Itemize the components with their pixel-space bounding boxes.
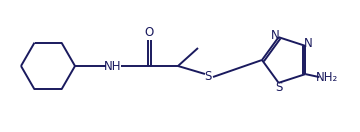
Text: NH₂: NH₂ xyxy=(316,71,338,84)
Text: NH: NH xyxy=(104,60,122,72)
Text: N: N xyxy=(271,29,280,42)
Text: O: O xyxy=(144,27,154,39)
Text: S: S xyxy=(204,70,212,84)
Text: N: N xyxy=(304,37,313,50)
Text: S: S xyxy=(275,81,282,94)
